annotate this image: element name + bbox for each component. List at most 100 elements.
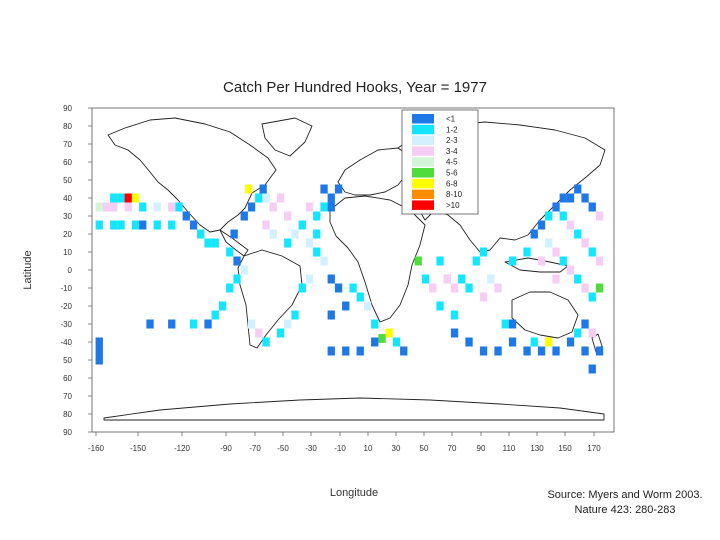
catch-cell	[581, 346, 589, 356]
legend-label: >10	[446, 201, 460, 210]
x-tick-label: -120	[174, 444, 191, 453]
legend-label: 6-8	[446, 179, 458, 188]
catch-cell	[342, 301, 350, 311]
catch-cell	[545, 337, 553, 347]
catch-cell	[124, 202, 132, 212]
catch-cell	[363, 301, 372, 311]
catch-cell	[146, 319, 154, 329]
catch-cell	[566, 265, 575, 275]
catch-cell	[189, 220, 198, 230]
catch-cell	[117, 193, 125, 203]
catch-cell	[356, 346, 364, 356]
y-tick-label: 0	[68, 266, 73, 275]
legend: <11-2 2-3 3-4 4-5 5-66-8 8-10 >10	[401, 109, 479, 215]
catch-cell	[588, 328, 596, 338]
legend-label: 4-5	[446, 158, 458, 167]
catch-cell	[581, 319, 589, 329]
catch-cell	[211, 238, 219, 248]
catch-cell	[218, 301, 227, 311]
y-tick-label: 10	[63, 248, 72, 257]
catch-cell	[487, 274, 495, 284]
catch-cell	[247, 202, 256, 212]
catch-cell	[139, 220, 147, 230]
catch-cell	[588, 292, 596, 302]
catch-cell	[581, 193, 589, 203]
catch-cell	[559, 193, 567, 203]
catch-cell	[595, 346, 604, 356]
catch-cell	[240, 211, 248, 221]
y-tick-label: 80	[63, 410, 72, 419]
y-tick-label: 70	[63, 140, 72, 149]
x-tick-label: 10	[364, 444, 373, 453]
catch-cell	[378, 333, 386, 343]
x-tick-label: -160	[88, 444, 105, 453]
catch-cell	[574, 274, 582, 284]
catch-cell	[95, 355, 103, 365]
catch-cell	[334, 184, 343, 194]
catch-cell	[443, 274, 451, 284]
catch-cell	[385, 328, 393, 338]
catch-cell	[479, 292, 488, 302]
catch-cell	[226, 247, 234, 257]
y-tick-label: -10	[60, 284, 72, 293]
y-axis-ticks: 90 80 70 60 50 40 30 20 10 0 -10 -20 -30 -40 50 60 70 80 9…	[60, 104, 92, 437]
catch-cell	[450, 310, 459, 320]
x-tick-label: -30	[305, 444, 317, 453]
catch-cell	[581, 283, 589, 293]
catch-cell	[559, 211, 567, 221]
catch-cell	[371, 337, 379, 347]
y-tick-label: 70	[63, 392, 72, 401]
y-tick-label: -40	[60, 338, 72, 347]
x-tick-label: 30	[392, 444, 401, 453]
catch-cell	[153, 220, 161, 230]
catch-cell	[595, 283, 604, 293]
catch-cell	[545, 238, 553, 248]
catch-cell	[479, 247, 488, 257]
land-south-america	[237, 249, 303, 349]
catch-cell	[313, 229, 321, 239]
legend-label: 3-4	[446, 147, 458, 156]
catch-cell	[247, 319, 256, 329]
catch-cell	[291, 229, 299, 239]
catch-cell	[574, 184, 582, 194]
catch-cell	[508, 337, 517, 347]
x-tick-label: -50	[277, 444, 289, 453]
catch-cell	[197, 229, 205, 239]
legend-swatch	[412, 189, 434, 200]
catch-cell	[566, 193, 575, 203]
catch-cell	[95, 346, 103, 356]
legend-swatch	[412, 200, 434, 210]
land-southeast-asia-islands	[504, 257, 569, 273]
catch-cell	[494, 283, 502, 293]
catch-cell	[574, 328, 582, 338]
catch-cell	[595, 211, 604, 221]
catch-cell	[95, 220, 103, 230]
catch-cell	[588, 364, 596, 374]
catch-cell	[552, 202, 560, 212]
y-tick-label: 90	[63, 428, 72, 437]
catch-cell	[269, 202, 277, 212]
catch-cell	[465, 283, 473, 293]
y-tick-label: 60	[63, 158, 72, 167]
catch-cell	[458, 274, 466, 284]
catch-cell	[450, 283, 459, 293]
catch-cell	[233, 256, 241, 266]
catch-cell	[117, 220, 125, 230]
source-line-1: Source: Myers and Worm 2003.	[547, 489, 703, 501]
catch-cell	[124, 193, 132, 203]
catch-cell	[574, 229, 582, 239]
catch-cell	[320, 256, 328, 266]
catch-cell	[530, 337, 538, 347]
catch-cell	[95, 337, 103, 347]
catch-cell	[595, 256, 604, 266]
catch-cell	[262, 220, 270, 230]
land-greenland	[261, 117, 313, 157]
land-europe	[337, 147, 411, 196]
catch-cell	[349, 283, 357, 293]
y-tick-label: 50	[63, 356, 72, 365]
catch-cell	[110, 202, 118, 212]
catch-cell	[255, 328, 263, 338]
catch-cell	[240, 265, 248, 275]
x-axis-label: Longitude	[330, 487, 378, 499]
